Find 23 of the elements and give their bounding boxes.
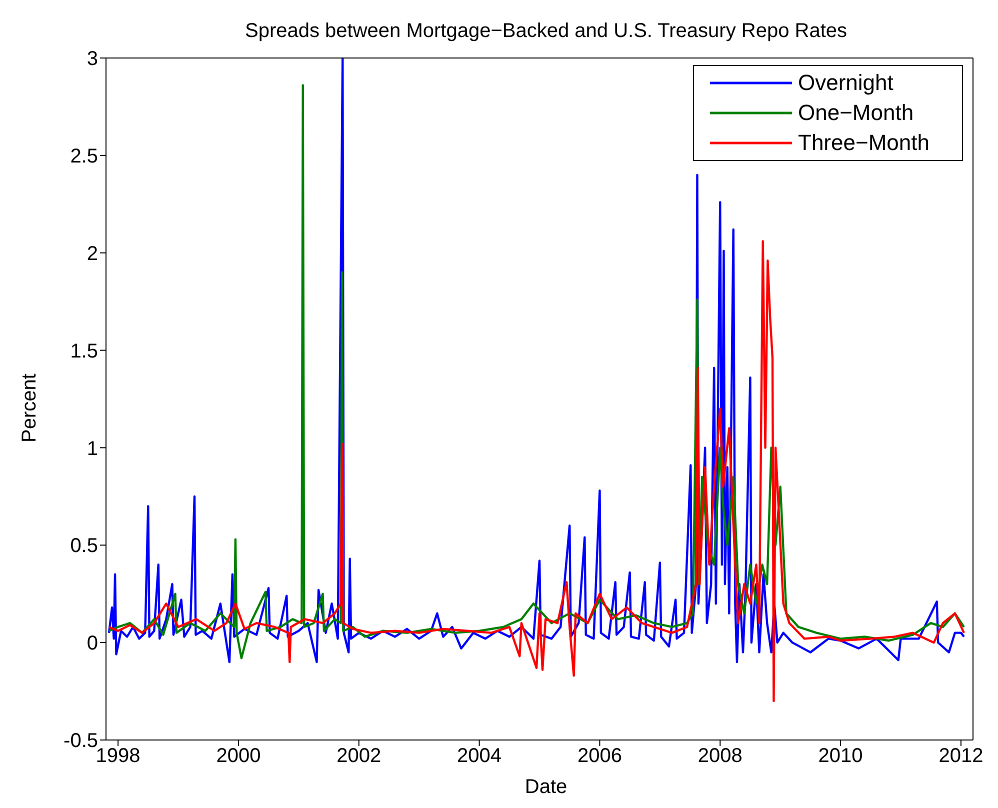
chart-title: Spreads between Mortgage−Backed and U.S. Treasury Repo Rates (244, 20, 848, 43)
x-axis-title: Date (524, 776, 568, 799)
x-tick-label: 2010 (818, 745, 863, 768)
x-tick-label: 2006 (577, 745, 622, 768)
y-tick-label: 3 (86, 48, 98, 70)
x-tick-label: 1998 (96, 745, 140, 768)
y-axis-title: Percent (18, 374, 42, 442)
x-tick-label: 2000 (216, 745, 261, 768)
y-tick-label: 1 (86, 438, 98, 460)
y-tick-label: -0.5 (64, 730, 98, 752)
line-series (108, 240, 966, 702)
y-tick-label: 2 (86, 242, 98, 265)
legend-label: Overnight (798, 69, 894, 97)
x-tick-label: 2004 (457, 745, 502, 768)
y-tick-label: 0.5 (70, 535, 98, 558)
x-tick-label: 2008 (698, 745, 742, 768)
y-tick-label: 2.5 (70, 146, 98, 168)
x-tick-label: 2002 (336, 745, 382, 768)
y-tick-label: 0 (86, 632, 98, 655)
legend-label: One−Month (798, 99, 914, 127)
legend-label: Three−Month (798, 129, 930, 157)
y-tick-label: 1.5 (70, 340, 98, 362)
x-tick-label: 2012 (938, 745, 984, 768)
